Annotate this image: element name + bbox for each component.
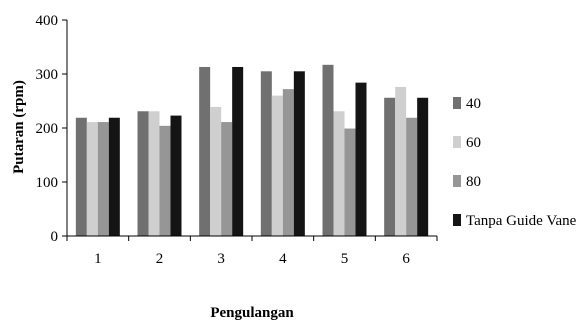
x-tick-label: 5: [341, 251, 349, 267]
bar: [75, 117, 87, 236]
y-tick-label: 200: [36, 121, 59, 137]
bar: [210, 106, 222, 236]
y-tick-label: 400: [36, 13, 59, 29]
bar: [333, 111, 345, 236]
y-axis-ticks: 0 100 200 300 400: [36, 13, 67, 245]
bar: [86, 122, 98, 236]
bar: [417, 97, 429, 236]
bar: [148, 111, 160, 236]
x-axis-ticks: 1 2 3 4 5 6: [66, 236, 438, 267]
bar: [271, 95, 283, 236]
bar: [232, 66, 244, 236]
bar: [97, 122, 109, 236]
bar: [108, 117, 120, 236]
y-tick-label: 100: [36, 175, 59, 191]
legend-swatch: [453, 97, 461, 109]
legend-label: 40: [466, 96, 481, 112]
y-tick-label: 300: [36, 67, 59, 83]
bar: [260, 71, 272, 236]
bar: [137, 111, 149, 236]
legend-label: 80: [466, 174, 481, 190]
x-tick-label: 1: [94, 251, 102, 267]
legend-swatch: [453, 175, 461, 187]
bar: [170, 115, 182, 236]
legend-swatch: [453, 136, 461, 148]
bar: [406, 117, 418, 236]
x-axis-title: Pengulangan: [210, 305, 294, 321]
x-tick-label: 2: [156, 251, 164, 267]
legend-label: 60: [466, 135, 481, 151]
y-axis-title: Putaran (rpm): [11, 80, 27, 174]
bar: [395, 86, 407, 237]
legend-swatch: [453, 214, 461, 226]
x-tick-label: 4: [279, 251, 287, 267]
bar: [293, 71, 305, 236]
legend: 40 60 80 Tanpa Guide Vane: [453, 96, 577, 229]
bar: [322, 64, 334, 236]
x-tick-label: 6: [402, 251, 410, 267]
legend-label: Tanpa Guide Vane: [466, 213, 577, 229]
bars: [75, 64, 429, 237]
bar: [282, 89, 294, 237]
bar: [221, 122, 233, 236]
bar: [159, 125, 171, 236]
bar: [199, 66, 211, 236]
bar: [384, 97, 396, 236]
bar: [355, 82, 367, 236]
y-tick-label: 0: [51, 229, 59, 245]
x-tick-label: 3: [217, 251, 225, 267]
bar: [344, 128, 356, 236]
